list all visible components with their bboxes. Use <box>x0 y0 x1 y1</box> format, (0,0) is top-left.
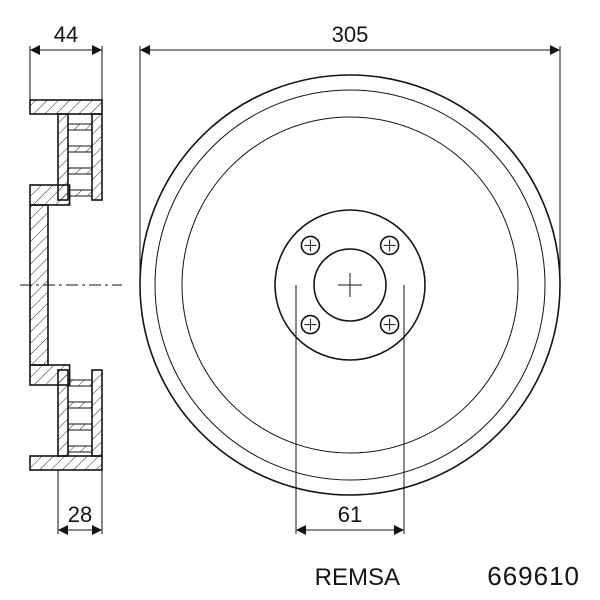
svg-text:REMSA: REMSA <box>315 564 400 591</box>
brand-block: REMSA 669610 <box>315 561 580 591</box>
svg-text:305: 305 <box>332 22 369 47</box>
side-section-view <box>20 46 122 534</box>
svg-text:28: 28 <box>68 502 92 527</box>
svg-text:669610: 669610 <box>487 561 580 591</box>
svg-text:44: 44 <box>54 22 78 47</box>
svg-text:61: 61 <box>338 502 362 527</box>
front-view <box>140 46 560 534</box>
